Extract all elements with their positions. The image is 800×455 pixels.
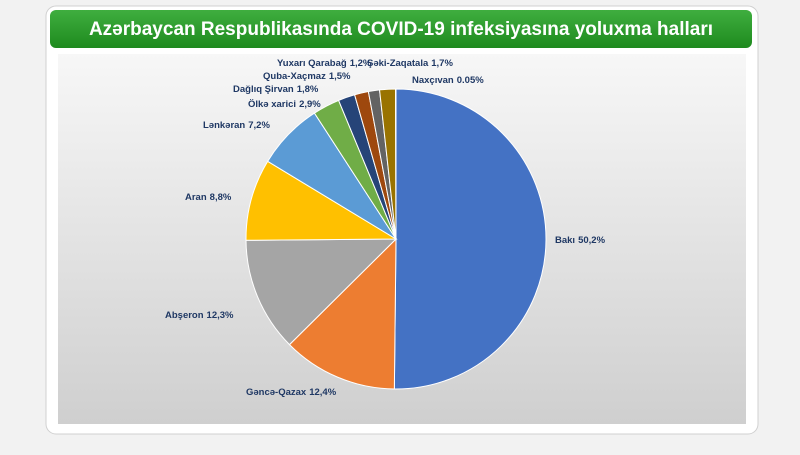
category-name: Ölkə xarici	[248, 99, 296, 110]
category-name: Şəki-Zaqatala	[367, 58, 429, 69]
category-name: Quba-Xaçmaz	[263, 71, 326, 82]
category-name: Dağlıq Şirvan	[233, 84, 294, 95]
chart-title: Azərbaycan Respublikasında COVID-19 infe…	[89, 19, 713, 40]
category-name: Naxçıvan	[412, 75, 454, 86]
category-name: Gəncə-Qazax	[246, 387, 307, 398]
value-label: 7,2%	[248, 120, 270, 131]
category-name: Abşeron	[165, 310, 204, 321]
value-label: 2,9%	[299, 99, 321, 110]
value-label: 1,8%	[297, 84, 319, 95]
value-label: 12,4%	[309, 387, 336, 398]
category-name: Lənkəran	[203, 120, 245, 131]
category-name: Bakı	[555, 235, 575, 246]
value-label: 50,2%	[578, 235, 605, 246]
value-label: 1,7%	[431, 58, 453, 69]
value-label: 1,5%	[329, 71, 351, 82]
category-name: Yuxarı Qarabağ	[277, 58, 347, 69]
value-label: 0.05%	[457, 75, 484, 86]
category-name: Aran	[185, 192, 207, 203]
value-label: 12,3%	[207, 310, 234, 321]
value-label: 8,8%	[210, 192, 232, 203]
